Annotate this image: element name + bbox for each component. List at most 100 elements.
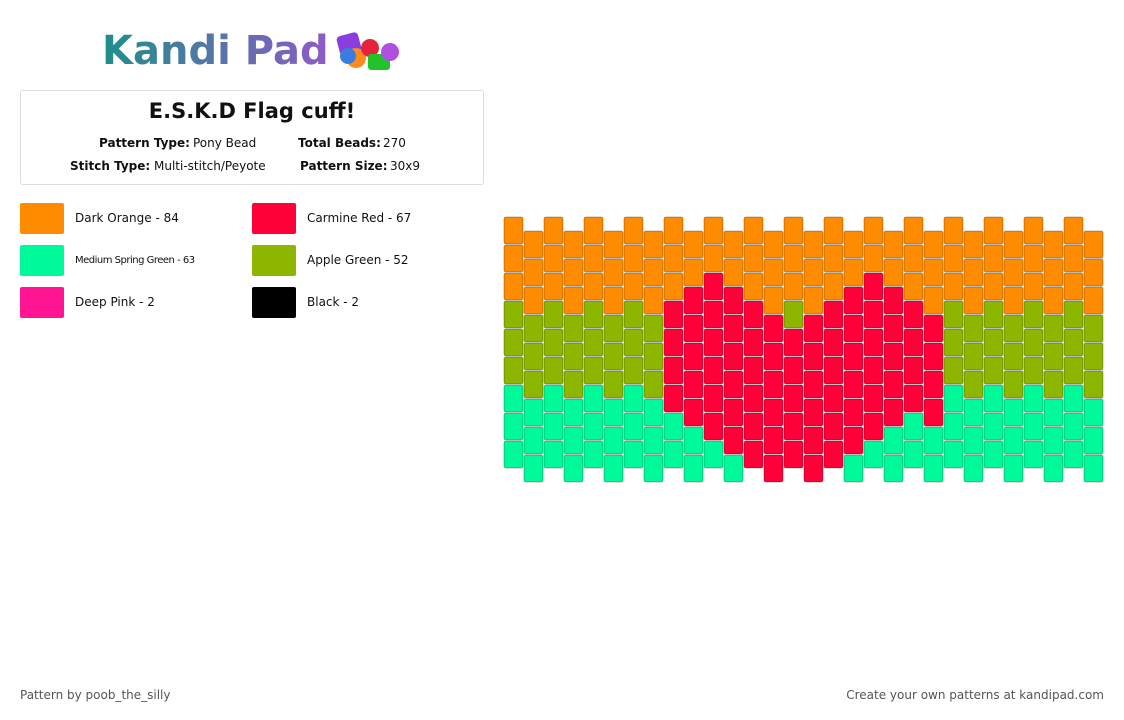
bead <box>603 342 624 371</box>
bead <box>623 384 644 413</box>
bead <box>843 230 864 259</box>
bead <box>603 230 624 259</box>
bead <box>763 230 784 259</box>
bead <box>703 440 724 469</box>
bead <box>723 258 744 287</box>
bead <box>763 258 784 287</box>
bead <box>663 328 684 357</box>
bead <box>1003 286 1024 315</box>
bead <box>663 356 684 385</box>
bead <box>783 328 804 357</box>
bead <box>783 356 804 385</box>
bead <box>943 272 964 301</box>
bead <box>523 454 544 483</box>
bead <box>943 356 964 385</box>
legend-swatch <box>252 287 296 318</box>
bead <box>743 384 764 413</box>
bead <box>543 244 564 273</box>
bead <box>803 286 824 315</box>
bead <box>863 384 884 413</box>
footer-link: Create your own patterns at kandipad.com <box>846 688 1104 702</box>
bead <box>543 412 564 441</box>
bead <box>583 216 604 245</box>
bead <box>1023 216 1044 245</box>
bead <box>523 230 544 259</box>
legend-label: Black - 2 <box>307 295 360 309</box>
bead <box>503 440 524 469</box>
bead <box>803 426 824 455</box>
bead <box>1043 230 1064 259</box>
bead <box>803 370 824 399</box>
bead <box>983 328 1004 357</box>
legend-label: Deep Pink - 2 <box>75 295 155 309</box>
bead <box>503 384 524 413</box>
bead <box>1083 342 1104 371</box>
bead <box>683 258 704 287</box>
bead <box>623 300 644 329</box>
bead <box>843 258 864 287</box>
bead <box>703 300 724 329</box>
bead <box>603 286 624 315</box>
bead <box>823 300 844 329</box>
legend-swatch <box>252 203 296 234</box>
bead <box>723 454 744 483</box>
bead <box>1003 258 1024 287</box>
bead <box>743 328 764 357</box>
bead <box>523 286 544 315</box>
bead <box>603 314 624 343</box>
bead <box>983 216 1004 245</box>
bead <box>543 356 564 385</box>
bead <box>1063 356 1084 385</box>
bead <box>503 356 524 385</box>
bead <box>623 328 644 357</box>
bead <box>803 398 824 427</box>
bead <box>663 384 684 413</box>
bead <box>823 244 844 273</box>
bead <box>863 328 884 357</box>
bead <box>543 384 564 413</box>
footer-credit: Pattern by poob_the_silly <box>20 688 171 702</box>
bead <box>503 216 524 245</box>
bead <box>763 342 784 371</box>
bead <box>1083 426 1104 455</box>
bead <box>663 440 684 469</box>
bead <box>883 426 904 455</box>
bead <box>843 314 864 343</box>
bead <box>1083 230 1104 259</box>
bead <box>763 454 784 483</box>
bead <box>1043 398 1064 427</box>
bead <box>583 272 604 301</box>
bead <box>883 370 904 399</box>
logo-text: Kandi Pad <box>102 28 329 74</box>
bead <box>843 454 864 483</box>
bead <box>943 384 964 413</box>
bead <box>603 454 624 483</box>
bead <box>623 356 644 385</box>
bead <box>543 216 564 245</box>
logo: Kandi Pad <box>102 28 399 74</box>
bead <box>723 370 744 399</box>
bead <box>903 300 924 329</box>
bead <box>803 342 824 371</box>
bead <box>843 342 864 371</box>
bead <box>943 300 964 329</box>
bead <box>883 286 904 315</box>
bead <box>843 286 864 315</box>
bead <box>963 454 984 483</box>
bead <box>703 272 724 301</box>
bead <box>763 314 784 343</box>
bead <box>523 426 544 455</box>
bead <box>963 314 984 343</box>
bead <box>1003 426 1024 455</box>
bead <box>1083 370 1104 399</box>
bead <box>603 370 624 399</box>
bead <box>903 328 924 357</box>
bead <box>823 412 844 441</box>
bead <box>1003 314 1024 343</box>
bead <box>503 272 524 301</box>
bead <box>923 230 944 259</box>
bead <box>923 314 944 343</box>
bead <box>1063 412 1084 441</box>
bead <box>903 216 924 245</box>
bead <box>823 216 844 245</box>
